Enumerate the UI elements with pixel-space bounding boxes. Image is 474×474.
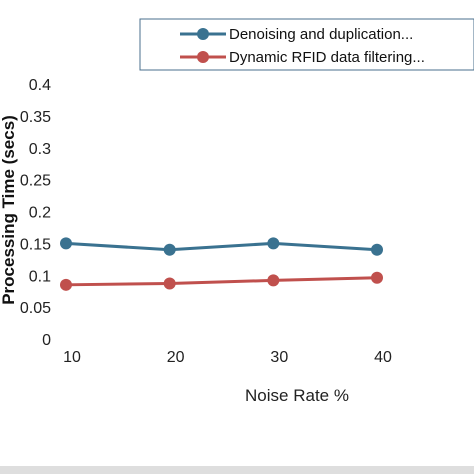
x-tick-label: 20 — [167, 349, 185, 366]
y-tick-label: 0.25 — [20, 173, 51, 190]
data-point — [60, 237, 72, 250]
x-tick-label: 30 — [270, 349, 288, 366]
y-tick-label: 0.3 — [29, 141, 51, 158]
legend-marker-denoising — [197, 28, 209, 40]
legend-box — [139, 18, 474, 71]
series-line-1 — [65, 276, 378, 287]
y-tick-label: 0.1 — [29, 268, 51, 285]
series-line-0 — [65, 241, 378, 252]
data-point — [267, 237, 280, 250]
data-point — [371, 243, 383, 256]
legend: Denoising and duplication... Dynamic RFI… — [139, 18, 474, 71]
y-tick-label: 0.05 — [20, 300, 51, 317]
y-tick-label: 0 — [42, 332, 51, 349]
data-point — [163, 277, 176, 290]
y-tick-label: 0.15 — [20, 236, 51, 253]
y-tick-label: 0.2 — [29, 205, 51, 222]
data-point — [163, 243, 176, 256]
x-tick-label: 10 — [63, 349, 81, 366]
x-axis-label: Noise Rate % — [245, 386, 349, 405]
legend-label-denoising: Denoising and duplication... — [229, 26, 413, 43]
series-lines — [60, 237, 383, 291]
y-axis-label: Processing Time (secs) — [0, 115, 18, 305]
legend-marker-dynamic-rfid — [197, 51, 209, 63]
bottom-border — [0, 466, 474, 474]
data-point — [371, 271, 383, 284]
y-tick-labels: 0 0.05 0.1 0.15 0.2 0.25 0.3 0.35 0.4 — [20, 77, 51, 349]
y-tick-label: 0.35 — [20, 109, 51, 126]
legend-label-dynamic-rfid: Dynamic RFID data filtering... — [229, 49, 425, 66]
x-tick-labels: 10 20 30 40 — [63, 349, 392, 366]
data-point — [267, 274, 280, 287]
x-tick-label: 40 — [374, 349, 392, 366]
y-tick-label: 0.4 — [29, 77, 51, 94]
data-point — [60, 278, 72, 291]
